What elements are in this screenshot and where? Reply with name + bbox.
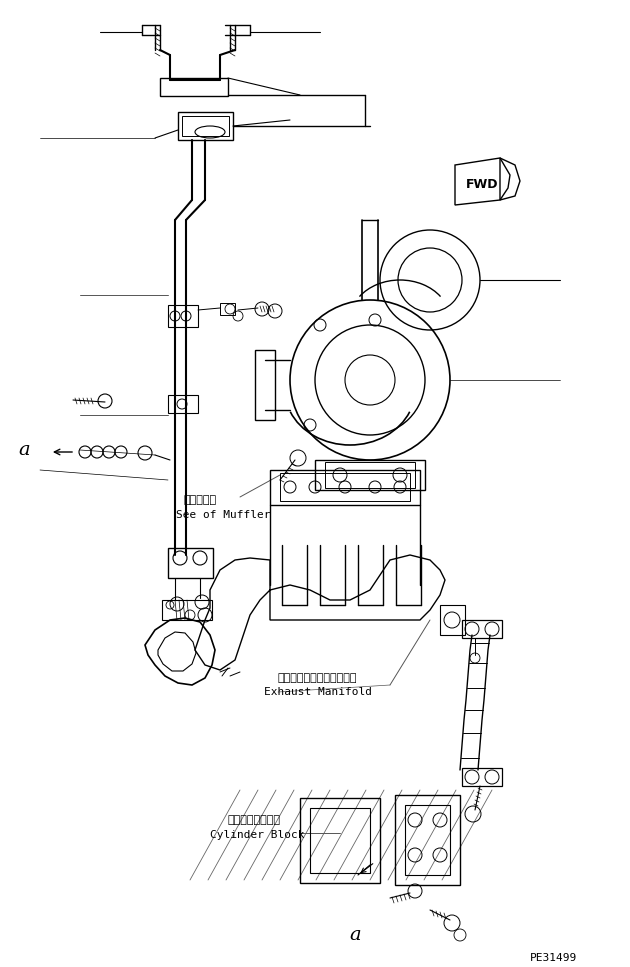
Bar xyxy=(280,473,410,501)
Bar xyxy=(182,116,229,136)
Bar xyxy=(310,808,370,873)
Bar xyxy=(168,548,213,578)
Bar xyxy=(300,798,380,883)
Text: シリンダブロック: シリンダブロック xyxy=(228,815,281,825)
Text: a: a xyxy=(349,926,361,944)
Bar xyxy=(405,805,450,875)
Bar xyxy=(168,305,198,327)
Bar xyxy=(395,795,460,885)
Text: Exhaust Manifold: Exhaust Manifold xyxy=(264,687,372,697)
Bar xyxy=(315,460,425,490)
Text: Cylinder Block: Cylinder Block xyxy=(210,830,304,840)
Bar xyxy=(162,600,212,620)
Bar xyxy=(270,470,420,505)
Bar xyxy=(325,462,415,488)
Text: PE31499: PE31499 xyxy=(530,953,577,963)
Bar xyxy=(462,620,502,638)
Bar xyxy=(178,112,233,140)
Text: エキゾーストマニホールド: エキゾーストマニホールド xyxy=(278,673,357,683)
Bar xyxy=(255,350,275,420)
Text: See of Muffler: See of Muffler xyxy=(176,510,270,520)
Bar xyxy=(440,605,465,635)
Text: FWD: FWD xyxy=(466,178,498,190)
Bar xyxy=(220,303,235,315)
Bar xyxy=(160,78,228,96)
Text: マフラ参照: マフラ参照 xyxy=(184,495,217,505)
Text: a: a xyxy=(18,441,30,459)
Bar xyxy=(168,395,198,413)
Bar xyxy=(462,768,502,786)
